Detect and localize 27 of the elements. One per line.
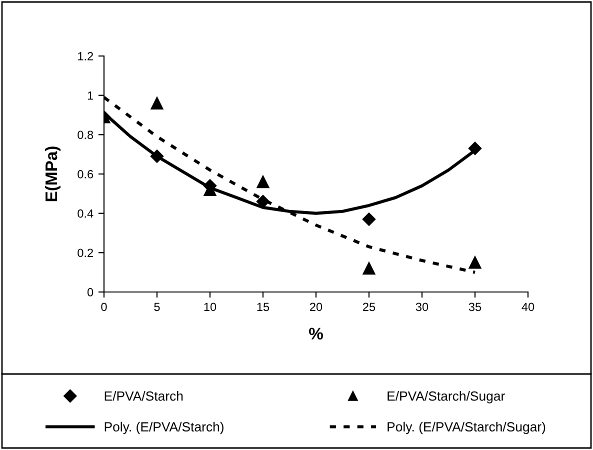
x-tick-label: 35 <box>468 302 482 312</box>
x-tick-label: 15 <box>257 302 270 312</box>
legend-label: Poly. (E/PVA/Starch/Sugar) <box>388 422 546 434</box>
x-tick-label: 30 <box>416 302 428 312</box>
x-tick-label: 25 <box>363 302 376 312</box>
x-tick-label: 10 <box>204 302 216 312</box>
y-tick-label: 1 <box>88 91 94 100</box>
y-tick-label: 0.8 <box>78 130 94 140</box>
y-tick-label: 0.4 <box>78 209 94 218</box>
x-tick-label: 40 <box>522 302 534 312</box>
point <box>150 96 164 110</box>
x-axis-title: % <box>309 328 323 340</box>
y-tick-label: 0 <box>87 288 94 296</box>
point <box>256 176 270 188</box>
point <box>362 212 376 226</box>
y-axis-title: E(MPa) <box>44 146 61 202</box>
legend-label: E/PVA/Starch <box>104 391 183 401</box>
legend-label: E/PVA/Starch/Sugar <box>388 391 505 404</box>
point <box>362 262 376 275</box>
y-tick-label: 0.6 <box>78 170 94 178</box>
y-tick-label: 0.2 <box>78 248 93 258</box>
x-tick-label: 5 <box>154 302 160 312</box>
legend-label: Poly. (E/PVA/Starch) <box>104 422 224 434</box>
y-tick-label: 1.2 <box>78 52 93 60</box>
point <box>468 256 482 269</box>
x-tick-label: 20 <box>310 302 322 312</box>
x-tick-label: 0 <box>101 302 107 312</box>
